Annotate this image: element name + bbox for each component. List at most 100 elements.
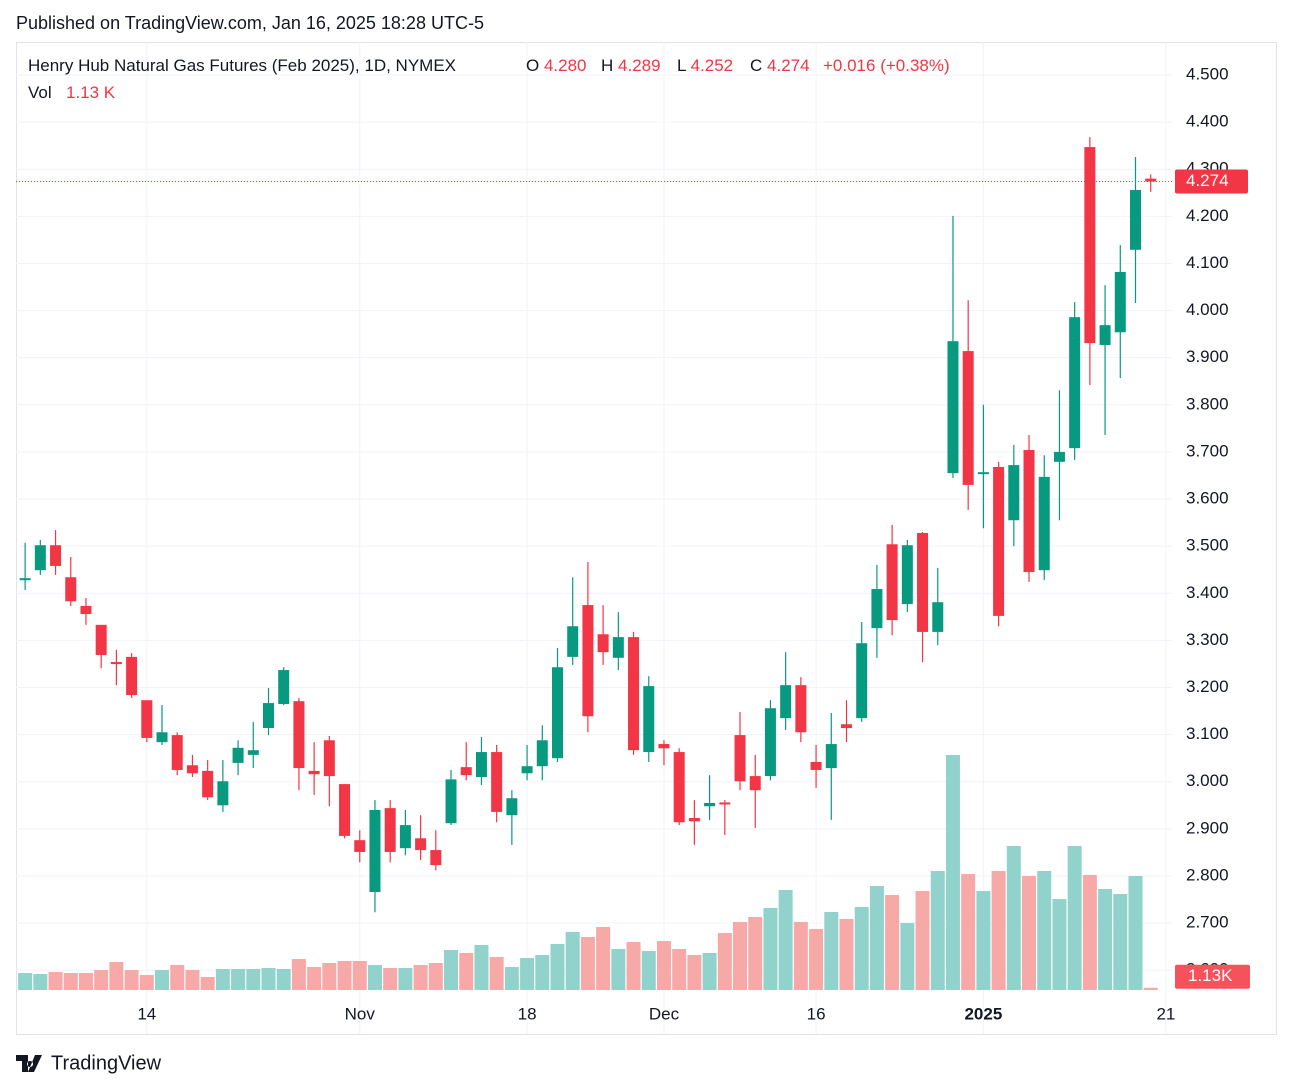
candle-body	[962, 351, 974, 485]
candle-body	[597, 634, 609, 653]
candle-body	[871, 589, 883, 629]
legend: Henry Hub Natural Gas Futures (Feb 2025)…	[28, 56, 950, 75]
volume-bar	[656, 941, 671, 990]
volume-bar	[778, 890, 793, 990]
volume-bar	[383, 968, 398, 990]
volume-bar	[504, 967, 519, 990]
volume-bar	[94, 970, 109, 990]
candle-body	[141, 700, 153, 738]
candle-body	[947, 341, 959, 474]
x-tick-label: Dec	[649, 1004, 680, 1023]
volume-legend: Vol 1.13 K	[28, 83, 116, 102]
candle-body	[977, 472, 989, 475]
candle-body	[688, 818, 700, 822]
volume-bar	[428, 963, 443, 990]
volume-bar	[809, 929, 824, 990]
candle-body	[1099, 325, 1111, 345]
y-tick-label: 3.000	[1186, 771, 1229, 790]
axis-badges: 4.274 1.13K	[1175, 169, 1250, 989]
volume-bar	[930, 871, 945, 990]
high-key: H	[601, 56, 613, 75]
low-key: L	[677, 56, 686, 75]
candle-body	[1145, 178, 1157, 182]
candle-body	[1053, 451, 1065, 462]
candle-body	[1069, 317, 1081, 449]
x-tick-label: Nov	[345, 1004, 376, 1023]
candle-body	[232, 747, 244, 763]
candle-body	[795, 685, 807, 733]
volume-bar	[565, 932, 580, 990]
candle-body	[171, 735, 183, 770]
candle-body	[734, 735, 746, 782]
candle-body	[262, 703, 274, 729]
close-value: 4.274	[767, 56, 810, 75]
volume-bar	[489, 957, 504, 990]
volume-bar	[1006, 846, 1021, 990]
volume-bar	[535, 955, 550, 990]
x-tick-label: 14	[137, 1004, 156, 1023]
candle-body	[932, 602, 944, 632]
volume-bar	[961, 874, 976, 990]
volume-bar	[1098, 889, 1113, 990]
candle-body	[293, 701, 305, 769]
volume-bar	[139, 975, 154, 990]
candle-body	[506, 798, 518, 816]
volume-bar	[367, 965, 382, 990]
volume-bar	[839, 919, 854, 990]
candle-body	[704, 802, 716, 807]
axes: 2.6002.7002.8002.9003.0003.1003.2003.300…	[137, 64, 1228, 1023]
y-tick-label: 4.400	[1186, 112, 1229, 131]
volume-bar	[18, 973, 33, 990]
candle-body	[369, 810, 381, 892]
candle-body	[384, 808, 396, 852]
candle-body	[126, 656, 138, 696]
candle-body	[186, 765, 198, 774]
volume-bar	[991, 871, 1006, 990]
candle-body	[673, 752, 685, 823]
candle-body	[354, 840, 366, 852]
candle-body	[95, 624, 107, 655]
volume-badge	[1175, 964, 1250, 989]
volume-bar	[459, 953, 474, 990]
y-tick-label: 3.900	[1186, 347, 1229, 366]
y-tick-label: 3.700	[1186, 441, 1229, 460]
volume-value: 1.13 K	[66, 83, 116, 102]
volume-bar	[246, 969, 261, 990]
volume-bar	[1037, 871, 1052, 990]
volume-bar	[717, 933, 732, 990]
y-tick-label: 4.500	[1186, 64, 1229, 83]
volume-bar	[1082, 875, 1097, 990]
brand: TradingView	[51, 1052, 162, 1074]
volume-bar	[1052, 899, 1067, 990]
candle-body	[80, 605, 92, 615]
volume-bar	[185, 970, 200, 990]
y-tick-label: 3.600	[1186, 489, 1229, 508]
brand-logo: TradingView	[16, 1052, 162, 1074]
open-key: O	[526, 56, 539, 75]
x-tick-label: 18	[518, 1004, 537, 1023]
x-tick-label: 16	[807, 1004, 826, 1023]
y-tick-label: 3.200	[1186, 677, 1229, 696]
volume-bar	[687, 955, 702, 990]
candle-body	[415, 838, 427, 851]
volume-bar	[337, 961, 352, 990]
y-tick-label: 4.000	[1186, 300, 1229, 319]
volume-bar	[672, 949, 687, 990]
candle-body	[1084, 147, 1096, 344]
candle-body	[1008, 465, 1020, 521]
volume-bar	[915, 891, 930, 990]
change: +0.016 (+0.38%)	[823, 56, 950, 75]
volume-bar	[611, 949, 626, 990]
candle-body	[156, 732, 168, 743]
candle-body	[917, 532, 929, 632]
volume-bar	[109, 962, 124, 990]
candle-body	[110, 662, 122, 665]
candle-body	[430, 850, 442, 866]
candle-body	[475, 752, 487, 778]
volume-bar	[48, 972, 63, 990]
candle-body	[1129, 189, 1141, 250]
volume-bar	[200, 977, 215, 990]
candle-body	[886, 544, 898, 621]
candle-body	[217, 781, 229, 806]
y-tick-label: 3.500	[1186, 536, 1229, 555]
